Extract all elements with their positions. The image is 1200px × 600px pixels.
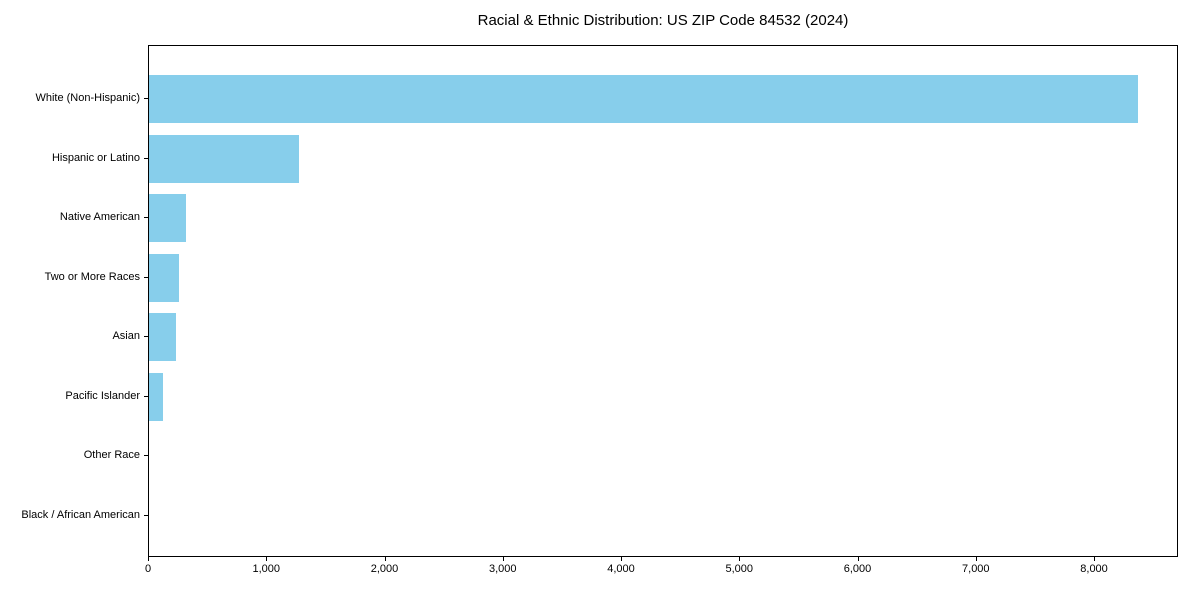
x-axis-tick-label: 5,000 — [725, 563, 754, 575]
x-axis-tick-label: 7,000 — [962, 563, 990, 575]
y-axis-label: Asian — [112, 330, 140, 342]
x-axis-tick-label: 2,000 — [370, 563, 399, 575]
bar — [149, 134, 300, 183]
bar — [149, 372, 164, 421]
y-axis-label: White (Non-Hispanic) — [35, 92, 140, 104]
x-tick-mark — [621, 557, 623, 561]
y-axis-label: Black / African American — [21, 508, 140, 521]
x-tick-mark — [384, 557, 386, 561]
y-tick-mark — [144, 276, 148, 278]
y-tick-mark — [144, 157, 148, 159]
y-axis-label: Pacific Islander — [65, 389, 140, 402]
x-tick-mark — [1094, 557, 1096, 561]
y-tick-mark — [144, 217, 148, 218]
x-axis-tick-label: 3,000 — [488, 563, 517, 575]
chart-title: Racial & Ethnic Distribution: US ZIP Cod… — [477, 12, 849, 29]
y-tick-mark — [144, 336, 148, 337]
bar — [149, 253, 180, 302]
x-tick-mark — [975, 557, 977, 561]
plot-area — [148, 45, 1178, 557]
y-axis-label: Other Race — [83, 449, 140, 461]
x-tick-mark — [266, 557, 268, 561]
x-tick-mark — [148, 557, 149, 561]
x-axis-tick-label: 8,000 — [1080, 563, 1108, 575]
x-axis-tick-label: 6,000 — [843, 563, 872, 575]
y-axis-label: Native American — [59, 211, 140, 223]
bar — [149, 313, 176, 361]
y-axis-label: Hispanic or Latino — [51, 151, 140, 164]
bar — [149, 194, 186, 242]
y-axis-label: Two or More Races — [44, 270, 140, 283]
x-tick-mark — [857, 557, 859, 561]
y-tick-mark — [144, 455, 148, 456]
x-axis-tick-label: 0 — [144, 563, 152, 575]
x-tick-mark — [502, 557, 504, 561]
x-tick-mark — [739, 557, 741, 561]
y-tick-mark — [144, 98, 148, 99]
y-tick-mark — [144, 395, 148, 397]
x-axis-tick-label: 4,000 — [607, 563, 635, 575]
x-axis-tick-label: 1,000 — [252, 563, 281, 575]
bar — [149, 75, 1138, 123]
y-tick-mark — [144, 514, 148, 516]
